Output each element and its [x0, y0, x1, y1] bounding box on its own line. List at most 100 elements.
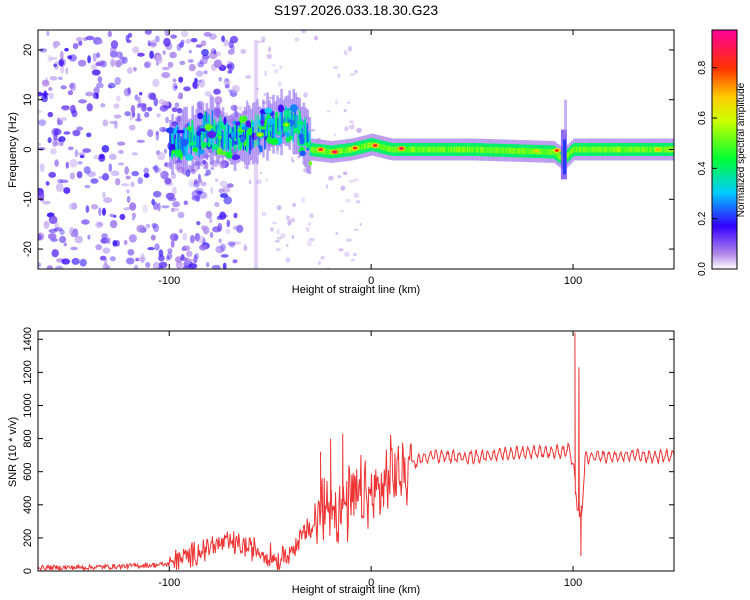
hotspot — [284, 123, 289, 126]
speckle — [218, 77, 223, 82]
speckle — [41, 94, 48, 103]
speckle — [245, 99, 249, 102]
band-center — [448, 146, 451, 153]
speckle — [280, 233, 286, 239]
speckle — [223, 39, 229, 47]
speckle — [155, 55, 163, 64]
speckle — [339, 248, 344, 252]
speckle — [335, 99, 339, 105]
speckle — [131, 212, 137, 218]
speckle — [286, 243, 289, 248]
hotspot — [352, 146, 358, 150]
streak — [563, 139, 566, 175]
band-center — [441, 146, 444, 153]
band-core — [177, 126, 179, 153]
band-center — [616, 146, 619, 153]
speckle — [221, 35, 226, 43]
speckle — [135, 118, 142, 122]
speckle — [226, 219, 231, 228]
speckle — [209, 33, 217, 40]
speckle — [136, 139, 145, 143]
speckle — [162, 128, 166, 132]
band-center — [612, 146, 614, 153]
hotspot — [332, 150, 337, 154]
band-center — [520, 148, 523, 154]
band-core — [170, 132, 172, 155]
band-center — [621, 146, 624, 153]
band-center — [530, 148, 533, 155]
band-center — [638, 146, 641, 153]
speckle — [52, 138, 58, 148]
speckle — [53, 128, 62, 136]
speckle — [119, 213, 126, 220]
band-center — [603, 146, 605, 153]
band-center — [662, 146, 665, 153]
colorbar: 0.0 0.2 0.4 0.6 0.8 Normalized spectral ampl… — [697, 29, 747, 276]
band-center — [360, 144, 362, 151]
speckle — [102, 173, 109, 181]
hotspot — [373, 144, 378, 147]
speckle — [243, 245, 248, 252]
speckle — [125, 175, 131, 180]
band-center — [475, 146, 477, 153]
band-blob — [267, 118, 275, 125]
hotspot — [534, 149, 539, 153]
band-center — [325, 148, 328, 155]
band-center — [567, 152, 569, 159]
band-center — [436, 146, 439, 153]
x-tick-label: 0 — [368, 577, 374, 589]
band-center — [311, 146, 314, 153]
band-center — [590, 146, 592, 153]
band-center — [310, 146, 313, 153]
band-center — [634, 146, 637, 153]
band-center — [349, 146, 352, 153]
band-center — [453, 146, 456, 153]
band-center — [629, 146, 632, 153]
speckle — [346, 238, 352, 243]
speckle — [127, 32, 133, 38]
band-center — [435, 146, 438, 153]
speckle — [236, 224, 244, 233]
speckle — [191, 190, 200, 199]
band-core — [288, 107, 290, 132]
speckle — [209, 232, 214, 238]
band-center — [454, 146, 457, 153]
band-center — [386, 145, 388, 152]
speckle — [220, 243, 226, 252]
speckle — [350, 258, 355, 262]
speckle — [108, 163, 113, 172]
band-core — [221, 130, 224, 155]
speckle — [110, 170, 120, 177]
band-center — [384, 144, 386, 151]
band-center — [496, 147, 498, 154]
speckle — [126, 67, 133, 74]
band-center — [416, 146, 419, 153]
speckle — [223, 196, 232, 205]
speckle — [188, 49, 192, 54]
y-tick-label: 1000 — [22, 393, 34, 417]
speckle — [97, 222, 104, 227]
x-tick-label: 0 — [368, 275, 374, 287]
snr-frame — [37, 330, 675, 572]
y-tick-label: -20 — [22, 241, 34, 257]
speckle — [147, 40, 151, 47]
speckle — [85, 205, 90, 213]
speckle — [222, 262, 227, 269]
speckle — [69, 172, 76, 180]
band-center — [482, 146, 484, 153]
colorbar-tick-label: 0.4 — [697, 161, 708, 175]
band-center — [379, 143, 381, 150]
speckle — [115, 178, 121, 186]
speckle — [69, 158, 78, 168]
speckle — [106, 237, 111, 244]
band-blob — [260, 119, 265, 125]
speckle — [123, 207, 131, 211]
hotspot — [399, 147, 404, 150]
band-center — [406, 146, 409, 153]
band-core — [225, 132, 228, 158]
band-center — [519, 148, 522, 154]
speckle — [124, 111, 131, 117]
band-center — [513, 147, 516, 154]
band-core — [188, 122, 190, 148]
